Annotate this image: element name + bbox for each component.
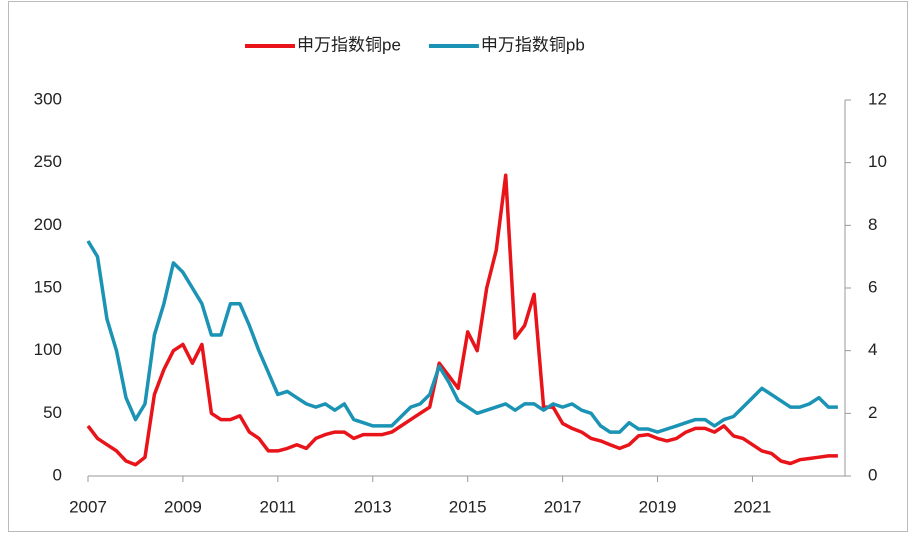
frame xyxy=(8,1,908,532)
x-tick-label: 2013 xyxy=(354,497,392,516)
y2-tick-label: 10 xyxy=(868,152,887,171)
y-tick-label: 300 xyxy=(34,89,62,108)
legend-label: 申万指数铜pb xyxy=(481,35,585,54)
y-tick-label: 150 xyxy=(34,277,62,296)
x-tick-label: 2021 xyxy=(734,497,772,516)
x-tick-label: 2019 xyxy=(639,497,677,516)
x-tick-label: 2017 xyxy=(544,497,582,516)
y-tick-label: 50 xyxy=(43,403,62,422)
y2-tick-label: 2 xyxy=(868,403,877,422)
y2-tick-label: 0 xyxy=(868,465,877,484)
y-tick-label: 200 xyxy=(34,215,62,234)
x-tick-label: 2007 xyxy=(69,497,107,516)
y2-tick-label: 12 xyxy=(868,89,887,108)
y-tick-label: 0 xyxy=(53,465,62,484)
series-line xyxy=(86,173,838,467)
x-tick-label: 2011 xyxy=(260,497,297,516)
x-tick-label: 2015 xyxy=(449,497,487,516)
legend-label: 申万指数铜pe xyxy=(297,35,401,54)
x-tick-label: 2009 xyxy=(164,497,202,516)
y-tick-label: 100 xyxy=(34,340,62,359)
series-line xyxy=(86,240,838,434)
y2-tick-label: 8 xyxy=(868,215,877,234)
y2-tick-label: 6 xyxy=(868,277,877,296)
y2-tick-label: 4 xyxy=(868,340,877,359)
y-tick-label: 250 xyxy=(34,152,62,171)
